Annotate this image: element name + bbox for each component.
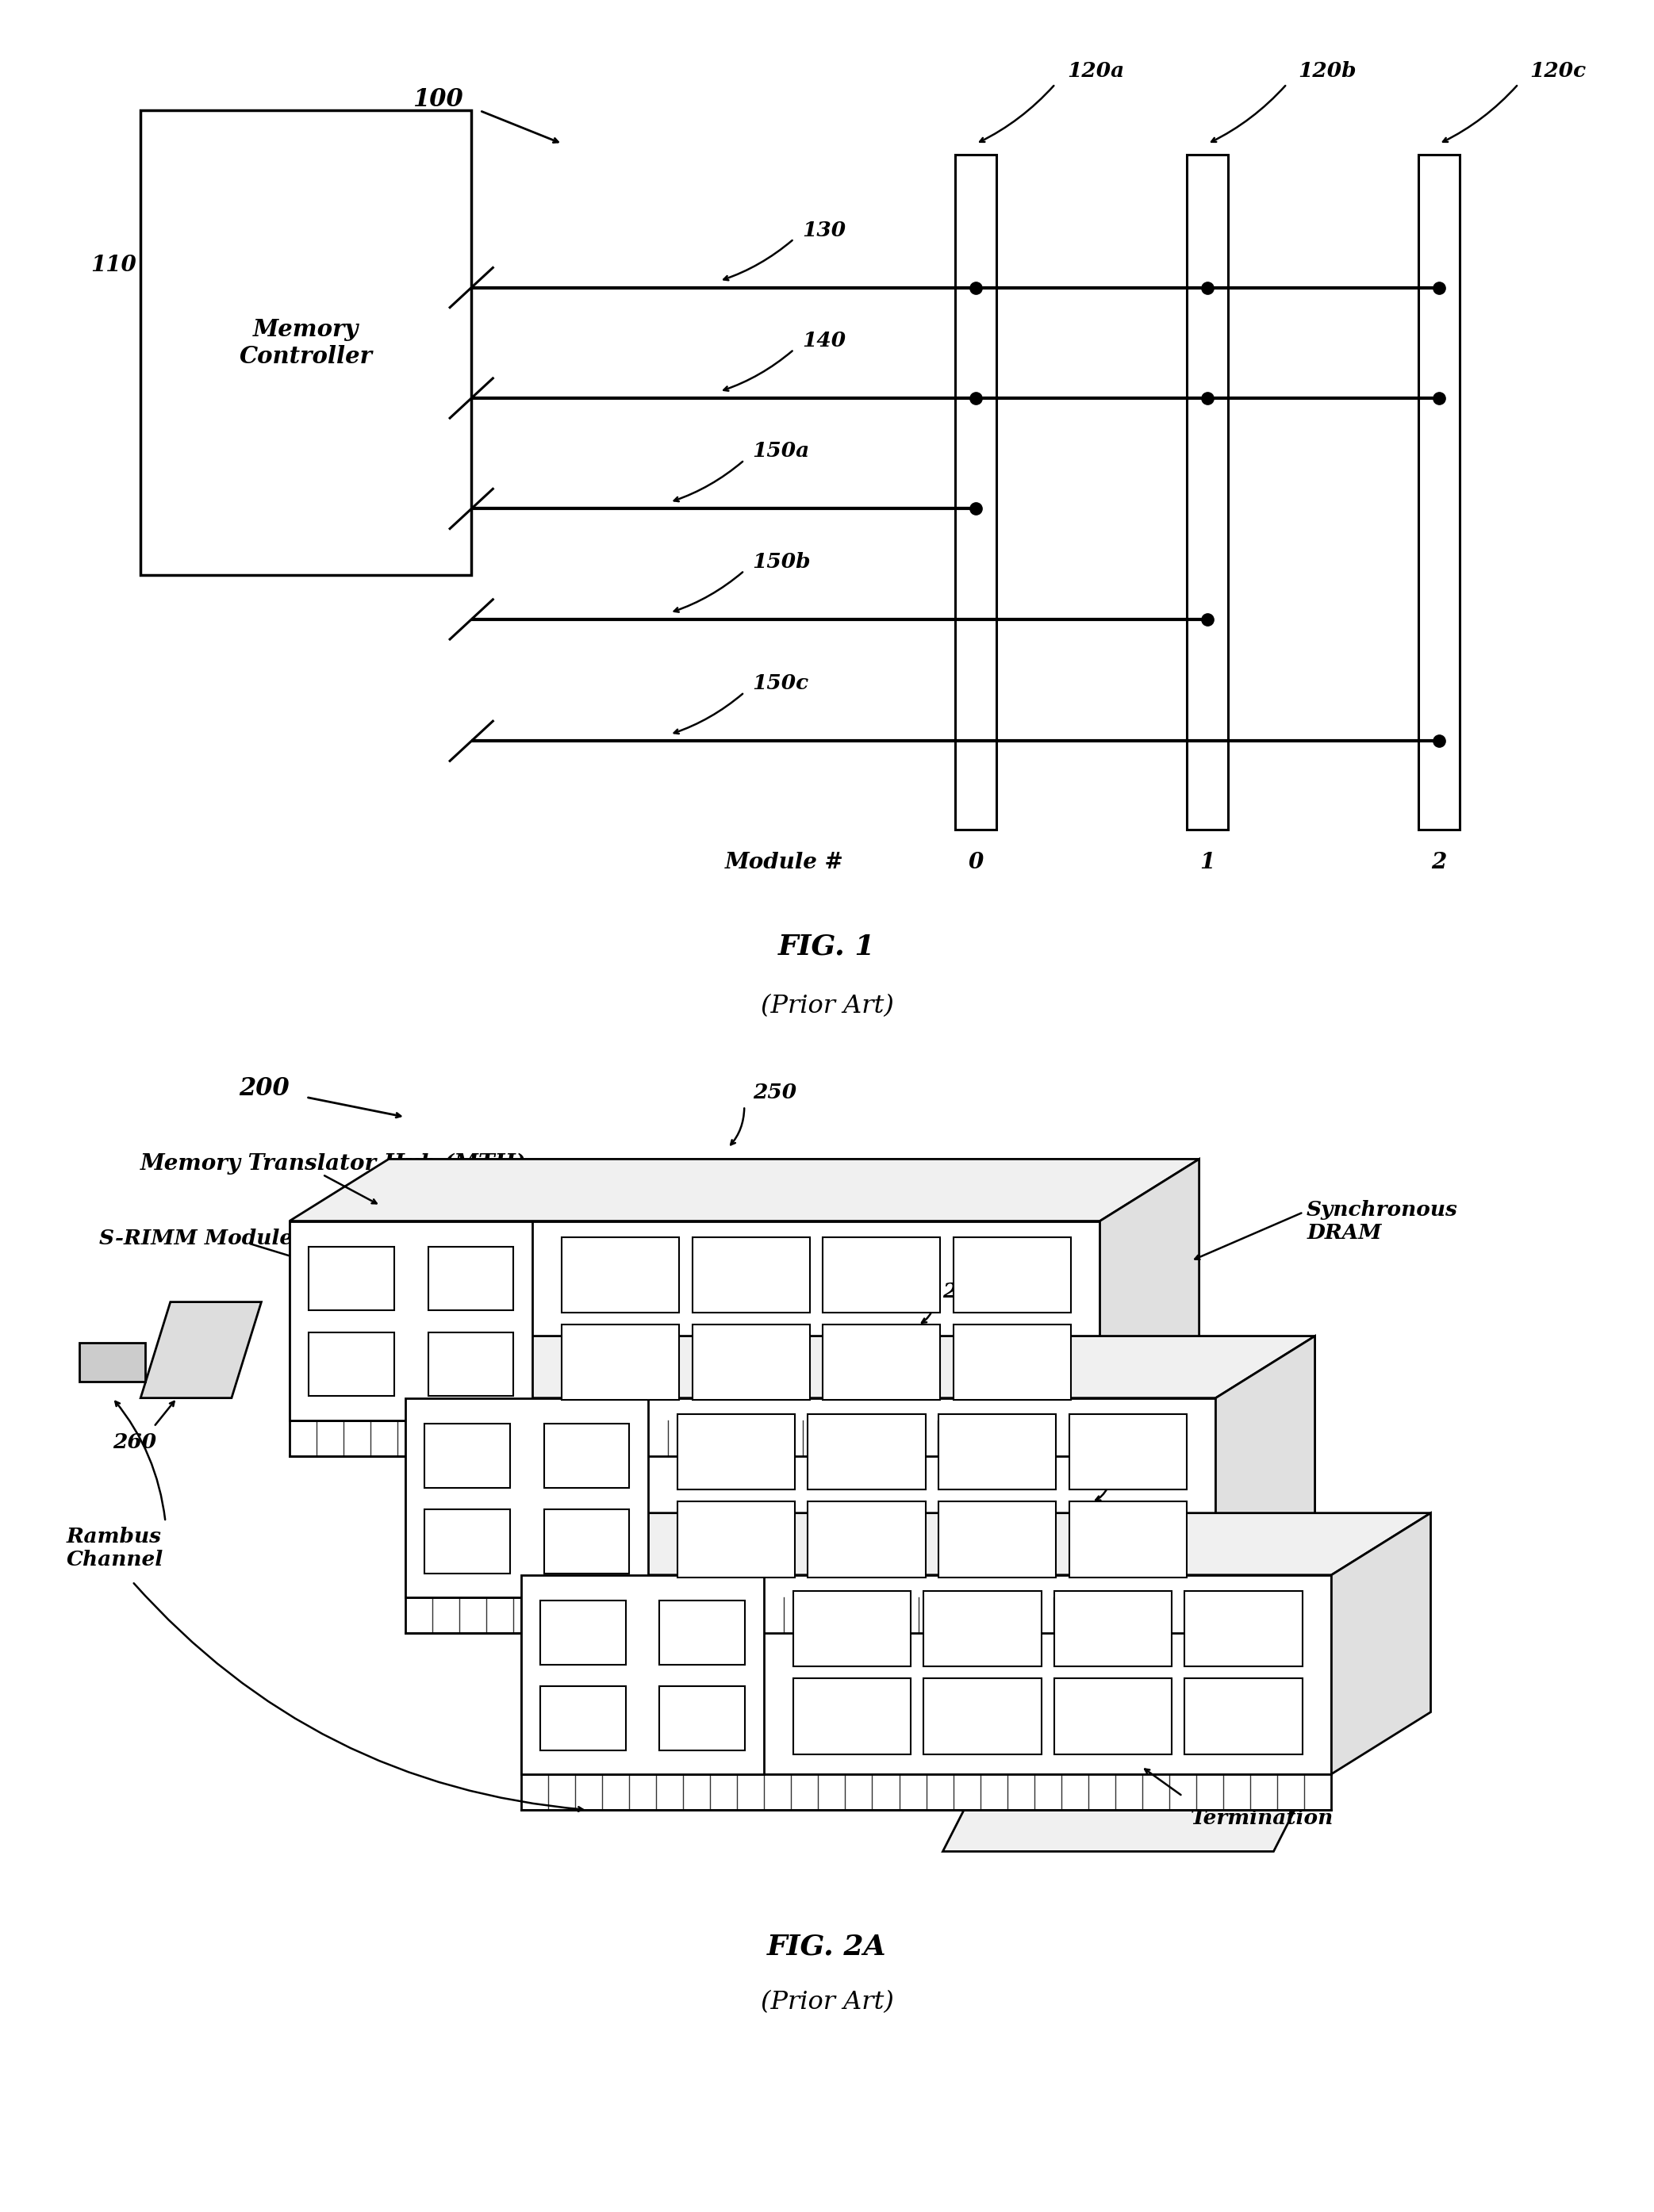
Bar xyxy=(938,1502,1057,1577)
Bar xyxy=(289,1221,1100,1420)
Text: FIG. 1: FIG. 1 xyxy=(779,933,875,960)
Polygon shape xyxy=(79,1343,146,1380)
Bar xyxy=(794,1679,911,1754)
Bar xyxy=(822,1237,941,1312)
Polygon shape xyxy=(943,1754,1323,1785)
Bar xyxy=(1188,155,1227,830)
Bar xyxy=(521,1774,1331,1809)
Text: (Prior Art): (Prior Art) xyxy=(761,993,893,1020)
Bar xyxy=(794,1590,911,1666)
Text: (Prior Art): (Prior Art) xyxy=(761,1989,893,2015)
Bar xyxy=(428,1332,513,1396)
Text: Synchronous
DRAM: Synchronous DRAM xyxy=(1307,1199,1459,1243)
Bar xyxy=(1068,1413,1186,1489)
Text: Rambus
Channel: Rambus Channel xyxy=(66,1526,164,1571)
Text: 150b: 150b xyxy=(753,553,810,571)
Bar xyxy=(425,1509,509,1573)
Text: Module #: Module # xyxy=(724,852,844,874)
Bar xyxy=(678,1413,796,1489)
Polygon shape xyxy=(289,1159,1199,1221)
Text: 110: 110 xyxy=(91,254,137,276)
Bar xyxy=(541,1686,625,1750)
Polygon shape xyxy=(1100,1159,1199,1420)
Text: Memory Translator Hub (MTH): Memory Translator Hub (MTH) xyxy=(141,1152,528,1175)
Text: 250: 250 xyxy=(753,1084,796,1102)
Bar xyxy=(923,1679,1042,1754)
Bar xyxy=(953,1325,1070,1400)
Bar xyxy=(1068,1502,1186,1577)
Bar xyxy=(309,1248,394,1310)
Text: FIG. 2A: FIG. 2A xyxy=(767,1933,887,1960)
Bar xyxy=(1419,155,1460,830)
Bar xyxy=(691,1325,810,1400)
Bar xyxy=(141,111,471,575)
Bar xyxy=(562,1325,680,1400)
Polygon shape xyxy=(405,1336,1315,1398)
Bar xyxy=(1054,1679,1173,1754)
Bar xyxy=(1054,1590,1173,1666)
Bar xyxy=(541,1601,625,1663)
Bar xyxy=(544,1509,629,1573)
Text: Termination: Termination xyxy=(1191,1809,1333,1827)
Bar xyxy=(521,1575,764,1774)
Text: 1: 1 xyxy=(1199,852,1216,874)
Bar xyxy=(953,1237,1070,1312)
Polygon shape xyxy=(1331,1513,1431,1774)
Text: 120b: 120b xyxy=(1298,62,1356,80)
Text: 130: 130 xyxy=(802,221,845,239)
Text: 140: 140 xyxy=(802,332,845,349)
Bar xyxy=(544,1425,629,1486)
Bar xyxy=(405,1597,1216,1632)
Bar xyxy=(562,1237,680,1312)
Text: 150a: 150a xyxy=(753,442,810,460)
Text: 260: 260 xyxy=(112,1433,155,1451)
Bar xyxy=(309,1332,394,1396)
Bar xyxy=(678,1502,796,1577)
Text: S-RIMM Module: S-RIMM Module xyxy=(99,1230,293,1248)
Polygon shape xyxy=(141,1303,261,1398)
Text: 120c: 120c xyxy=(1530,62,1586,80)
Text: 2: 2 xyxy=(1431,852,1447,874)
Bar xyxy=(405,1398,648,1597)
Bar xyxy=(822,1325,941,1400)
Bar xyxy=(425,1425,509,1486)
Bar xyxy=(289,1221,533,1420)
Bar xyxy=(691,1237,810,1312)
Bar xyxy=(405,1398,1216,1597)
Text: 250: 250 xyxy=(1116,1464,1159,1482)
Bar xyxy=(660,1686,744,1750)
Text: 120a: 120a xyxy=(1067,62,1125,80)
Bar xyxy=(938,1413,1057,1489)
Text: 100: 100 xyxy=(412,86,463,113)
Text: Memory
Controller: Memory Controller xyxy=(240,319,372,367)
Bar xyxy=(1184,1679,1302,1754)
Bar xyxy=(807,1413,926,1489)
Bar xyxy=(1184,1590,1302,1666)
Bar xyxy=(923,1590,1042,1666)
Bar xyxy=(807,1502,926,1577)
Polygon shape xyxy=(943,1754,1323,1851)
Text: 250: 250 xyxy=(943,1283,986,1301)
Polygon shape xyxy=(1216,1336,1315,1597)
Polygon shape xyxy=(521,1513,1431,1575)
Text: 200: 200 xyxy=(238,1075,289,1102)
Bar xyxy=(289,1420,1100,1455)
Text: 0: 0 xyxy=(968,852,984,874)
Bar xyxy=(956,155,996,830)
Bar xyxy=(428,1248,513,1310)
Bar xyxy=(521,1575,1331,1774)
Bar xyxy=(660,1601,744,1663)
Text: 150c: 150c xyxy=(753,675,809,692)
